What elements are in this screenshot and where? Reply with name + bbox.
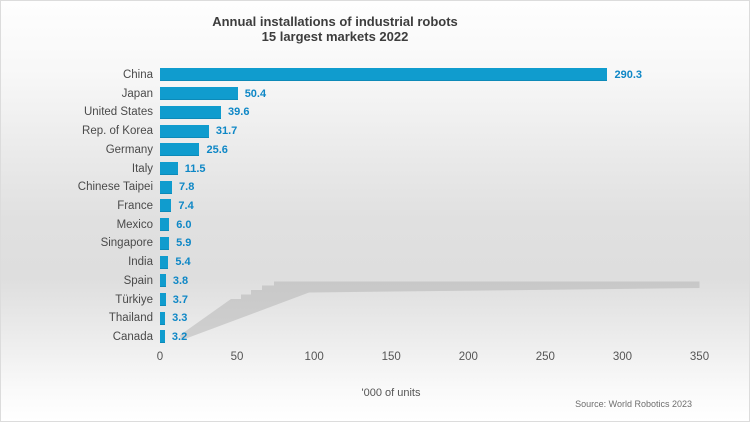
bar bbox=[160, 255, 169, 269]
bar bbox=[160, 293, 166, 307]
category-label: Germany bbox=[105, 143, 153, 156]
category-label: Italy bbox=[131, 162, 153, 175]
bar-row: India 5.4 bbox=[1, 253, 749, 272]
value-label: 290.3 bbox=[614, 68, 642, 81]
bar-row: France 7.4 bbox=[1, 197, 749, 216]
value-label: 3.3 bbox=[172, 312, 188, 325]
bar bbox=[160, 274, 166, 288]
value-label: 5.9 bbox=[176, 237, 192, 250]
x-tick-label: 0 bbox=[156, 351, 164, 363]
category-label: France bbox=[117, 199, 153, 212]
chart-title-line2: 15 largest markets 2022 bbox=[261, 29, 409, 44]
category-label: Japan bbox=[121, 87, 153, 100]
bar-row: Thailand 3.3 bbox=[1, 309, 749, 328]
bar bbox=[160, 105, 222, 119]
x-axis-label: '000 of units bbox=[361, 387, 421, 399]
bar-row: China 290.3 bbox=[1, 66, 749, 85]
x-tick-label: 150 bbox=[381, 351, 401, 363]
bar bbox=[160, 162, 178, 176]
bar bbox=[160, 218, 170, 232]
value-label: 6.0 bbox=[176, 218, 192, 231]
category-label: India bbox=[128, 256, 153, 269]
category-label: Canada bbox=[112, 330, 153, 343]
category-label: Türkiye bbox=[115, 293, 153, 306]
category-label: Rep. of Korea bbox=[82, 125, 153, 138]
value-label: 3.8 bbox=[172, 274, 189, 287]
bar bbox=[160, 68, 608, 82]
bar-row: Mexico 6.0 bbox=[1, 215, 749, 234]
value-label: 25.6 bbox=[206, 143, 228, 156]
value-label: 11.5 bbox=[184, 162, 206, 175]
bar bbox=[160, 180, 173, 194]
category-label: Singapore bbox=[100, 237, 153, 250]
x-tick-label: 250 bbox=[535, 351, 555, 363]
bar bbox=[160, 311, 166, 325]
value-label: 39.6 bbox=[228, 106, 250, 119]
category-label: Thailand bbox=[108, 312, 153, 325]
value-label: 3.7 bbox=[172, 293, 188, 306]
value-label: 7.8 bbox=[179, 181, 195, 194]
bar bbox=[160, 87, 238, 101]
value-label: 31.7 bbox=[215, 125, 238, 138]
bar bbox=[160, 124, 209, 138]
bar bbox=[160, 236, 170, 250]
chart-title: Annual installations of industrial robot… bbox=[1, 14, 669, 44]
category-label: United States bbox=[83, 106, 153, 119]
x-tick-label: 200 bbox=[458, 351, 478, 363]
value-label: 50.4 bbox=[244, 87, 267, 100]
bar-row: Singapore 5.9 bbox=[1, 234, 749, 253]
bar-row: United States 39.6 bbox=[1, 103, 749, 122]
bar-row: Türkiye 3.7 bbox=[1, 290, 749, 309]
bar-row: Spain 3.8 bbox=[1, 271, 749, 290]
x-tick-label: 300 bbox=[612, 351, 633, 363]
bar bbox=[160, 199, 172, 213]
category-label: Spain bbox=[123, 274, 153, 287]
category-label: Chinese Taipei bbox=[77, 181, 153, 194]
bar-row: Germany 25.6 bbox=[1, 140, 749, 159]
value-label: 7.4 bbox=[178, 199, 194, 212]
bar-row: Canada 3.2 bbox=[1, 328, 749, 347]
source-note: Source: World Robotics 2023 bbox=[575, 399, 692, 409]
bar-row: Rep. of Korea 31.7 bbox=[1, 122, 749, 141]
x-tick-label: 50 bbox=[230, 351, 244, 363]
bar-row: Italy 11.5 bbox=[1, 159, 749, 178]
x-tick-label: 100 bbox=[304, 351, 324, 363]
bar bbox=[160, 330, 165, 344]
chart-title-line1: Annual installations of industrial robot… bbox=[212, 14, 458, 29]
category-label: China bbox=[122, 68, 153, 81]
bar-row: Chinese Taipei 7.8 bbox=[1, 178, 749, 197]
value-label: 5.4 bbox=[175, 256, 191, 269]
x-axis: 0 50 100 150 200 250 300 350 bbox=[1, 350, 749, 364]
value-label: 3.2 bbox=[171, 330, 188, 343]
category-label: Mexico bbox=[116, 218, 153, 231]
bar-row: Japan 50.4 bbox=[1, 84, 749, 103]
x-tick-label: 350 bbox=[689, 351, 710, 363]
bar bbox=[160, 143, 200, 157]
